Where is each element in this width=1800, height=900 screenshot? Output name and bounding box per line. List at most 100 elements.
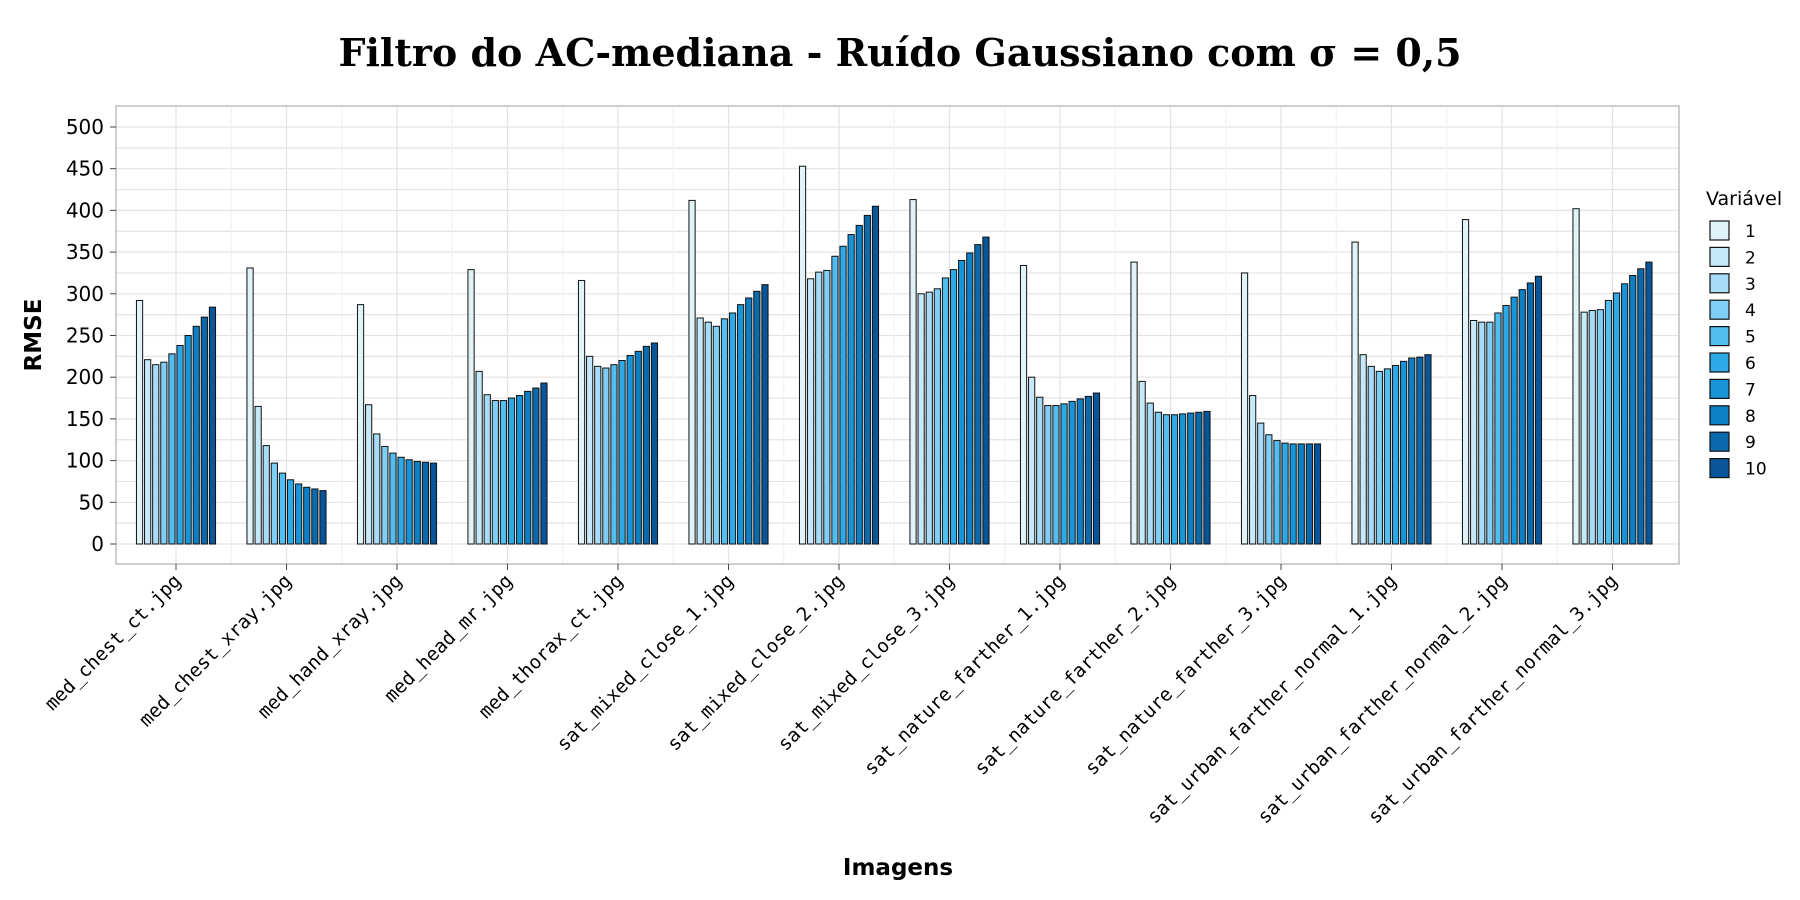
bar-9-sat_urban_farther_normal_2.jpg xyxy=(1526,282,1534,545)
y-tick-label: 250 xyxy=(66,324,104,348)
x-axis-title: Imagens xyxy=(843,855,953,881)
legend-swatch xyxy=(1709,220,1730,241)
bar-6-sat_nature_farther_2.jpg xyxy=(1170,414,1179,545)
bar-3-sat_nature_farther_3.jpg xyxy=(1257,422,1265,545)
bar-9-sat_urban_farther_normal_1.jpg xyxy=(1416,356,1424,545)
y-tick-label: 0 xyxy=(91,532,104,556)
bar-6-sat_mixed_close_1.jpg xyxy=(728,312,737,545)
bar-6-med_chest_xray.jpg xyxy=(286,479,295,545)
bar-6-med_hand_xray.jpg xyxy=(397,456,405,545)
bar-9-med_thorax_ct.jpg xyxy=(642,345,650,545)
legend-title: Variável xyxy=(1706,188,1782,210)
bar-10-med_thorax_ct.jpg xyxy=(650,342,659,545)
bar-2-med_hand_xray.jpg xyxy=(365,404,373,545)
bar-10-sat_urban_farther_normal_1.jpg xyxy=(1424,354,1432,545)
legend-swatch xyxy=(1709,378,1730,399)
bar-3-sat_mixed_close_2.jpg xyxy=(815,271,823,545)
bar-9-med_chest_xray.jpg xyxy=(311,488,319,545)
bar-7-med_hand_xray.jpg xyxy=(405,459,413,545)
bar-7-sat_mixed_close_1.jpg xyxy=(737,304,745,545)
bar-5-med_chest_ct.jpg xyxy=(168,353,176,545)
bar-7-med_chest_xray.jpg xyxy=(295,483,303,545)
bar-2-med_head_mr.jpg xyxy=(475,370,483,545)
bar-4-sat_mixed_close_3.jpg xyxy=(933,288,941,545)
bar-9-med_chest_ct.jpg xyxy=(200,316,208,545)
bar-2-sat_mixed_close_1.jpg xyxy=(696,317,704,545)
legend-swatch xyxy=(1709,326,1730,347)
x-tick-label: sat_urban_farther_normal_2.jpg xyxy=(1253,570,1511,828)
bar-2-sat_nature_farther_1.jpg xyxy=(1028,376,1036,545)
legend-label: 9 xyxy=(1745,433,1756,453)
bar-4-sat_mixed_close_1.jpg xyxy=(712,325,720,545)
y-tick-label: 500 xyxy=(66,115,104,139)
bar-8-med_head_mr.jpg xyxy=(524,390,532,545)
bar-8-sat_nature_farther_2.jpg xyxy=(1187,412,1195,545)
legend-label: 10 xyxy=(1745,460,1767,480)
bar-3-sat_urban_farther_normal_1.jpg xyxy=(1367,365,1375,545)
bar-1-sat_nature_farther_3.jpg xyxy=(1240,272,1249,545)
legend-swatch xyxy=(1709,405,1730,426)
y-axis-ticks: 0 50 100 150 200 250 300 350 400 450 500 xyxy=(66,115,116,556)
x-tick-label: sat_mixed_close_2.jpg xyxy=(663,570,848,755)
bar-7-med_head_mr.jpg xyxy=(516,395,524,545)
y-axis-title: RMSE xyxy=(21,299,47,372)
bar-2-sat_mixed_close_2.jpg xyxy=(807,278,815,545)
bar-3-med_thorax_ct.jpg xyxy=(594,365,602,545)
bar-5-med_chest_xray.jpg xyxy=(278,472,287,545)
bar-6-sat_mixed_close_2.jpg xyxy=(839,245,847,545)
legend-label: 4 xyxy=(1745,301,1756,321)
bar-6-med_head_mr.jpg xyxy=(507,397,516,545)
bar-3-med_chest_xray.jpg xyxy=(262,445,270,545)
bar-4-sat_urban_farther_normal_1.jpg xyxy=(1375,370,1383,545)
bar-2-sat_urban_farther_normal_3.jpg xyxy=(1580,311,1588,545)
bar-1-sat_urban_farther_normal_3.jpg xyxy=(1572,208,1580,545)
bar-10-med_hand_xray.jpg xyxy=(429,462,438,545)
bar-4-sat_urban_farther_normal_2.jpg xyxy=(1486,321,1494,545)
bar-10-sat_mixed_close_1.jpg xyxy=(761,284,769,545)
bar-3-sat_urban_farther_normal_2.jpg xyxy=(1478,321,1486,545)
y-tick-label: 150 xyxy=(66,407,104,431)
bar-10-med_head_mr.jpg xyxy=(540,382,548,545)
bar-5-sat_nature_farther_3.jpg xyxy=(1273,440,1281,545)
bar-4-sat_nature_farther_1.jpg xyxy=(1044,405,1052,545)
bar-9-sat_nature_farther_3.jpg xyxy=(1305,443,1313,545)
bar-7-sat_mixed_close_2.jpg xyxy=(847,234,855,545)
bar-8-sat_mixed_close_2.jpg xyxy=(855,224,863,545)
bar-8-sat_mixed_close_1.jpg xyxy=(745,297,753,545)
y-tick-label: 350 xyxy=(66,240,104,264)
bar-5-sat_mixed_close_2.jpg xyxy=(831,255,839,545)
bar-6-med_thorax_ct.jpg xyxy=(618,360,626,545)
bar-8-sat_nature_farther_3.jpg xyxy=(1297,443,1305,545)
y-tick-label: 400 xyxy=(66,198,104,222)
bar-7-sat_urban_farther_normal_1.jpg xyxy=(1400,360,1408,545)
legend-swatch xyxy=(1709,299,1730,320)
bar-8-sat_nature_farther_1.jpg xyxy=(1076,398,1084,545)
bar-4-med_head_mr.jpg xyxy=(491,400,499,545)
y-tick-label: 100 xyxy=(66,449,104,473)
bar-3-med_head_mr.jpg xyxy=(483,394,491,545)
x-tick-label: sat_mixed_close_1.jpg xyxy=(553,570,738,755)
bar-9-sat_urban_farther_normal_3.jpg xyxy=(1637,268,1645,545)
bar-9-sat_nature_farther_1.jpg xyxy=(1084,395,1092,545)
bar-8-med_hand_xray.jpg xyxy=(413,460,421,545)
x-tick-label: sat_urban_farther_normal_1.jpg xyxy=(1143,570,1401,828)
bar-2-sat_urban_farther_normal_2.jpg xyxy=(1470,319,1478,545)
bar-5-sat_urban_farther_normal_3.jpg xyxy=(1604,299,1613,545)
bar-9-sat_nature_farther_2.jpg xyxy=(1195,411,1203,545)
legend-label: 2 xyxy=(1745,248,1756,268)
bar-4-sat_nature_farther_3.jpg xyxy=(1265,434,1273,545)
x-tick-label: sat_mixed_close_3.jpg xyxy=(774,570,959,755)
bar-8-sat_urban_farther_normal_3.jpg xyxy=(1629,274,1637,545)
bar-9-med_hand_xray.jpg xyxy=(421,461,429,545)
legend-label: 6 xyxy=(1745,354,1756,374)
bar-1-sat_mixed_close_2.jpg xyxy=(798,165,807,545)
bar-2-sat_urban_farther_normal_1.jpg xyxy=(1359,354,1367,545)
bar-5-sat_mixed_close_3.jpg xyxy=(941,277,950,545)
y-tick-label: 50 xyxy=(79,490,104,514)
bar-6-sat_nature_farther_1.jpg xyxy=(1060,403,1068,545)
bar-4-med_hand_xray.jpg xyxy=(381,445,389,545)
bar-4-sat_urban_farther_normal_3.jpg xyxy=(1596,309,1604,545)
bar-8-med_thorax_ct.jpg xyxy=(634,350,642,545)
bar-1-med_thorax_ct.jpg xyxy=(577,279,586,545)
